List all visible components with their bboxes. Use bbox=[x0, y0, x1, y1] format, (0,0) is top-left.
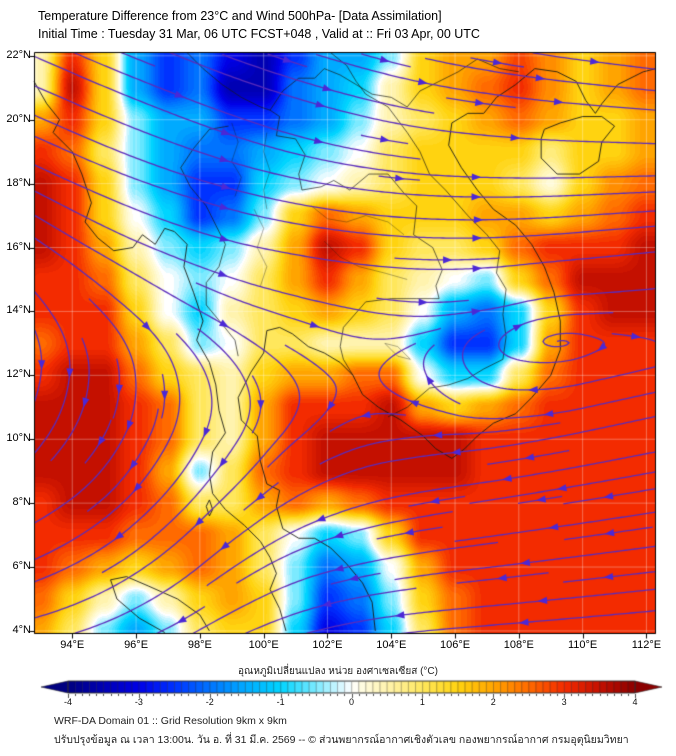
lon-tick-label: 112°E bbox=[631, 639, 662, 651]
lon-tick-label: 110°E bbox=[567, 639, 598, 651]
colorbar-tick-label: -3 bbox=[134, 697, 143, 707]
colorbar-tick-label: -1 bbox=[276, 697, 285, 707]
lat-tick-label: 18°N bbox=[6, 176, 31, 189]
lon-tick-label: 104°E bbox=[376, 639, 407, 651]
lon-tick-label: 96°E bbox=[124, 639, 149, 651]
lon-tick-label: 106°E bbox=[439, 639, 471, 651]
lon-tick-label: 98°E bbox=[187, 639, 212, 651]
lat-tick-label: 6°N bbox=[12, 560, 31, 573]
footer-update-info: ปรับปรุงข้อมูล ณ เวลา 13:00น. วัน อ. ที่… bbox=[54, 734, 629, 746]
colorbar-title: อุณหภูมิเปลี่ยนแปลง หน่วย องศาเซลเซียส (… bbox=[238, 666, 438, 677]
colorbar-tick-label: 3 bbox=[561, 697, 567, 707]
lat-tick-label: 8°N bbox=[12, 496, 31, 509]
lon-tick-label: 102°E bbox=[312, 639, 343, 651]
lat-tick-label: 12°N bbox=[6, 368, 31, 381]
lat-tick-label: 4°N bbox=[12, 623, 31, 636]
chart-title: Temperature Difference from 23°C and Win… bbox=[38, 9, 442, 23]
colorbar-tick-label: -4 bbox=[63, 697, 72, 707]
colorbar-tick-label: 1 bbox=[419, 697, 425, 707]
colorbar-tick-label: 0 bbox=[348, 697, 354, 707]
footer-domain-info: WRF-DA Domain 01 :: Grid Resolution 9km … bbox=[54, 715, 287, 727]
lat-tick-label: 22°N bbox=[6, 48, 31, 61]
colorbar-tick-label: 4 bbox=[632, 697, 638, 707]
lon-tick-label: 94°E bbox=[60, 639, 85, 651]
lon-tick-label: 100°E bbox=[248, 639, 279, 651]
chart-subtitle: Initial Time : Tuesday 31 Mar, 06 UTC FC… bbox=[38, 27, 480, 41]
lat-tick-label: 20°N bbox=[6, 112, 31, 125]
lat-tick-label: 14°N bbox=[6, 304, 31, 317]
lat-tick-label: 10°N bbox=[6, 432, 31, 445]
lat-tick-label: 16°N bbox=[6, 240, 31, 253]
colorbar-tick-label: -2 bbox=[205, 697, 214, 707]
lon-tick-label: 108°E bbox=[503, 639, 534, 651]
colorbar-tick-label: 2 bbox=[490, 697, 496, 707]
